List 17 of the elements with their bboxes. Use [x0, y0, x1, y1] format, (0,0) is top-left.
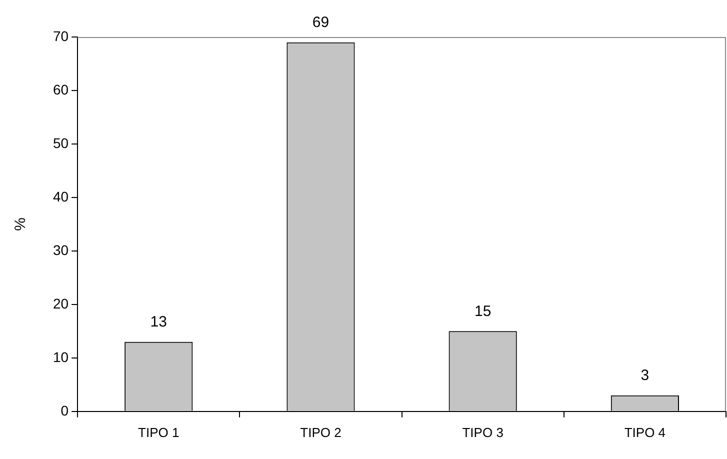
x-tick-label: TIPO 4	[624, 424, 666, 440]
y-tick-label: 30	[52, 242, 69, 258]
x-tick-label: TIPO 2	[300, 424, 342, 440]
x-tick-label: TIPO 3	[462, 424, 504, 440]
data-label: 13	[150, 314, 167, 331]
data-label: 15	[474, 302, 492, 320]
data-label: 3	[640, 366, 650, 384]
y-tick-label: 50	[52, 134, 69, 151]
x-tick-label: TIPO 1	[138, 424, 180, 440]
y-tick-label: 0	[60, 402, 69, 418]
y-tick-label: 10	[52, 348, 69, 365]
y-tick-label: 40	[52, 188, 69, 204]
y-tick-label: 20	[52, 295, 69, 312]
y-tick-label: 60	[52, 81, 69, 98]
y-axis-title: %	[12, 218, 30, 231]
data-label: 69	[312, 14, 330, 31]
y-tick-label: 70	[52, 28, 69, 44]
